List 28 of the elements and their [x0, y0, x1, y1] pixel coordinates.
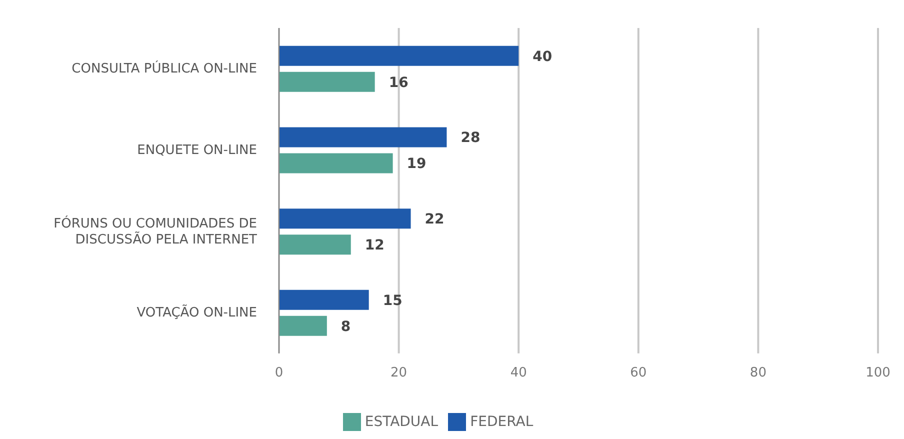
x-tick-label: 100: [866, 366, 890, 381]
data-label: 15: [382, 292, 402, 309]
bar: [279, 153, 393, 174]
bar: [279, 290, 369, 310]
data-label: 40: [532, 48, 552, 65]
data-label: 28: [460, 130, 480, 146]
data-label: 12: [364, 238, 384, 254]
bar: [279, 316, 327, 336]
legend-label: ESTADUAL: [364, 414, 438, 430]
data-label: 8: [340, 318, 351, 335]
y-tick-label: VOTAÇÃO ON-LINE: [136, 304, 257, 320]
bar: [279, 208, 411, 229]
x-tick-label: 60: [630, 366, 647, 381]
y-tick-label: FÓRUNS OU COMUNIDADES DE DISCUSSÃO PELA INTERNET: [54, 214, 258, 247]
y-tick-label: ENQUETE ON-LINE: [137, 142, 257, 158]
data-label: 16: [388, 74, 408, 91]
x-tick-label: 0: [274, 366, 284, 381]
data-label: 22: [424, 212, 444, 228]
bar: [279, 234, 351, 255]
x-tick-label: 80: [750, 366, 766, 381]
x-tick-label: 20: [390, 366, 408, 381]
y-tick-label: CONSULTA PÚBLICA ON-LINE: [72, 59, 257, 76]
x-tick-label: 40: [510, 366, 527, 381]
bar: [279, 72, 375, 92]
bar: [279, 46, 519, 66]
data-label: 19: [406, 156, 426, 172]
bar: [279, 127, 447, 148]
legend-label: FEDERAL: [470, 414, 534, 430]
